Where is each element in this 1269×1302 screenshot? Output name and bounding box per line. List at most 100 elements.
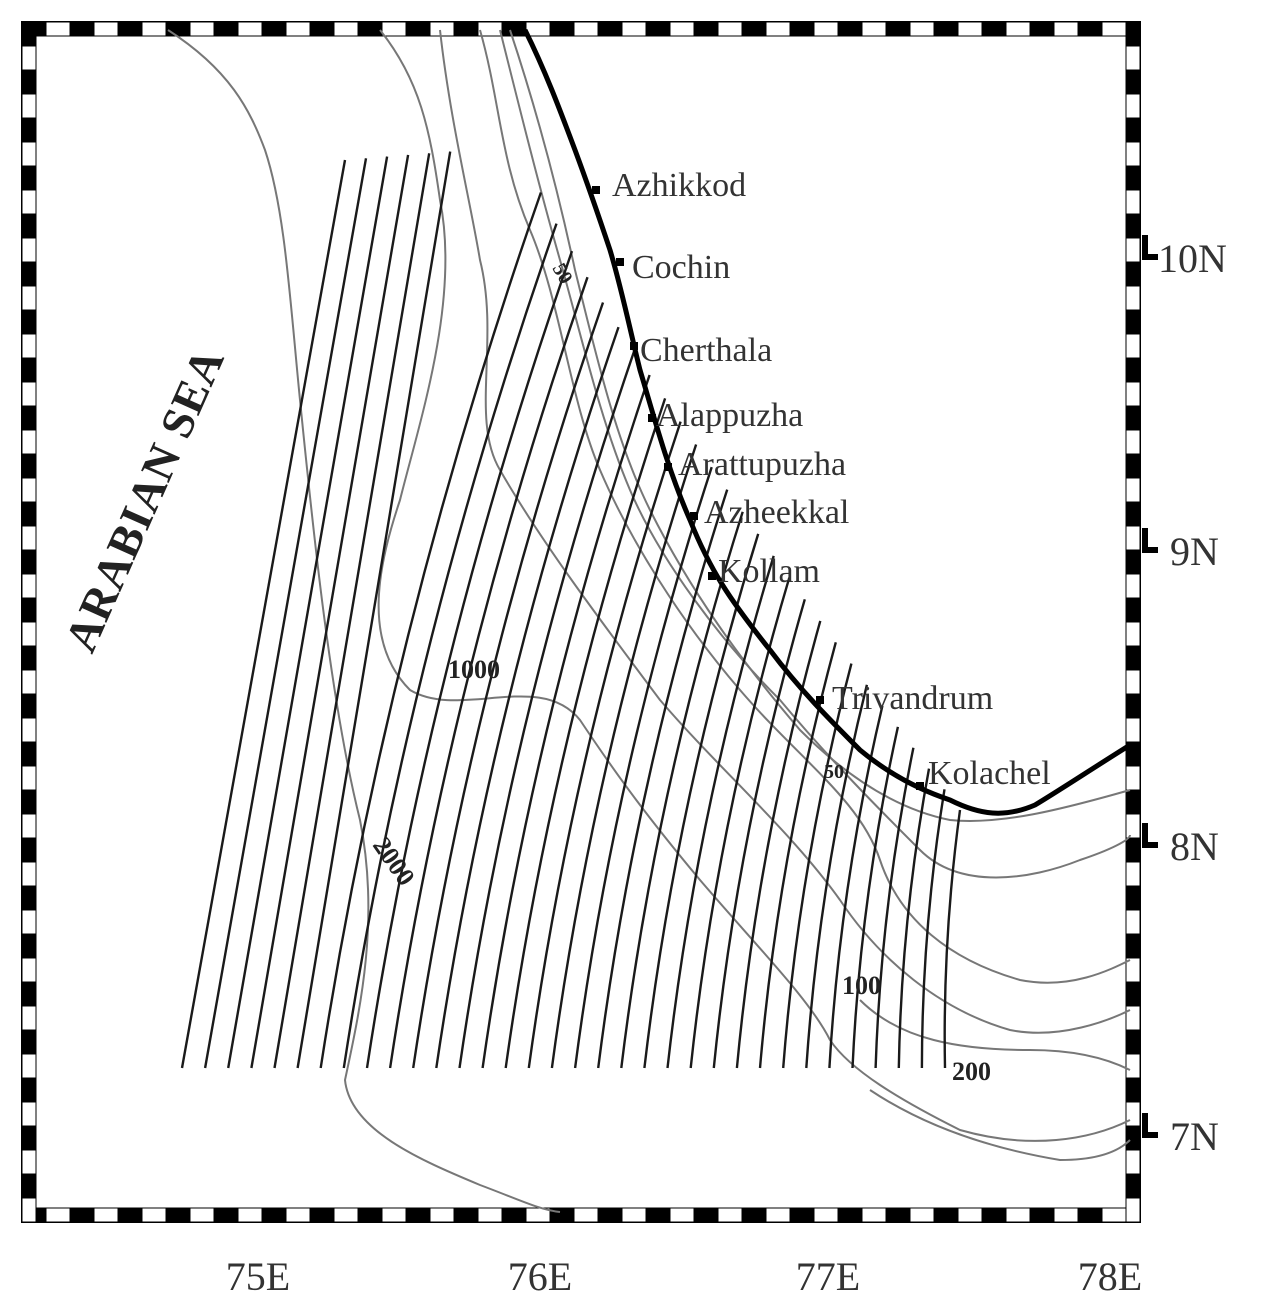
frame-segment [1125,909,1141,935]
frame-segment [45,1207,71,1223]
station-marker [816,696,824,704]
contour-bottom [869,1089,1131,1162]
frame-segment [1125,933,1141,959]
frame-segment [1125,453,1141,479]
frame-segment [21,717,37,743]
frame-segment [21,765,37,791]
frame-segment [1125,357,1141,383]
frame-segment [645,1207,671,1223]
frame-segment [21,189,37,215]
frame-segment [1125,525,1141,551]
contour-50 [509,29,1131,822]
transect-line [250,154,410,1069]
frame-segment [981,21,1007,37]
frame-segment [1125,381,1141,407]
frame-outline [21,21,1141,1223]
frame-segment [597,1207,623,1223]
place-cochin: Cochin [632,249,730,286]
transect-line [319,192,543,1069]
frame-segment [981,1207,1007,1223]
frame-segment [1125,645,1141,671]
transect-line [735,620,822,1069]
frame-segment [1125,885,1141,911]
place-labels: Azhikkod Cochin Cherthala Alappuzha Arat… [612,167,1051,792]
place-arattupuzha: Arattupuzha [678,446,846,483]
transect-line [943,809,962,1069]
frame-segment [21,957,37,983]
frame-segment [573,1207,599,1223]
contour-label-50-north: 50 [548,260,577,288]
station-marker [708,572,716,580]
frame-segment [21,1149,37,1175]
frame-segment [1125,837,1141,863]
station-marker [916,782,924,790]
transect-line [851,726,900,1069]
frame-segment [21,621,37,647]
frame-segment [1125,333,1141,359]
frame-segment [117,21,143,37]
frame-segment [1125,141,1141,167]
station-marker [616,258,624,266]
frame-segment [1125,813,1141,839]
frame-segment [1029,1207,1055,1223]
frame-segment [957,1207,983,1223]
frame-segment [1125,93,1141,119]
frame-segment [309,1207,335,1223]
frame-segment [405,21,431,37]
place-azhikkod: Azhikkod [612,167,746,204]
frame-segment [1125,165,1141,191]
frame-segment [21,69,37,95]
frame-segment [381,21,407,37]
transect-line [689,577,791,1069]
frame-segment [21,741,37,767]
transect-lines [180,151,962,1069]
frame-segment [261,21,287,37]
frame-segment [669,21,695,37]
frame-segment [1077,21,1103,37]
latitude-ticks [1142,235,1158,1138]
frame-segment [1125,309,1141,335]
frame-segment [189,21,215,37]
frame-segment [501,1207,527,1223]
frame-segment [1125,213,1141,239]
transect-line [365,250,574,1069]
frame-segment [21,429,37,455]
frame-segment [237,1207,263,1223]
place-trivandrum: Trivandrum [832,680,993,717]
frame-segment [1125,117,1141,143]
transect-line [805,684,869,1069]
frame-segment [909,21,935,37]
frame-segment [741,1207,767,1223]
frame-segment [357,21,383,37]
frame-segment [549,21,575,37]
frame-segment [573,21,599,37]
frame-segment [21,117,37,143]
sea-label: ARABIAN SEA [55,340,234,659]
frame-segment [21,861,37,887]
transect-line [920,789,946,1069]
frame-segment [21,285,37,311]
frame-segment [717,21,743,37]
frame-segment [21,453,37,479]
frame-segment [621,21,647,37]
lat-label-7n: 7N [1170,1114,1219,1159]
frame-segment [813,21,839,37]
station-marker [630,342,638,350]
latitude-labels: 10N 9N 8N 7N [1158,236,1227,1159]
frame-segment [21,909,37,935]
frame-segment [21,405,37,431]
frame-segment [1125,1005,1141,1031]
transect-line [573,466,713,1069]
frame-segment [93,1207,119,1223]
frame-segment [861,21,887,37]
frame-segment [477,1207,503,1223]
contour-label-2000: 2000 [367,832,421,891]
transect-line [481,374,651,1069]
contour-lower [859,999,1131,1071]
frame-segment [21,885,37,911]
frame-segment [381,1207,407,1223]
frame-segment [21,261,37,287]
lon-label-76e: 76E [508,1254,572,1299]
frame-segment [21,1173,37,1199]
lat-label-9n: 9N [1170,529,1219,574]
